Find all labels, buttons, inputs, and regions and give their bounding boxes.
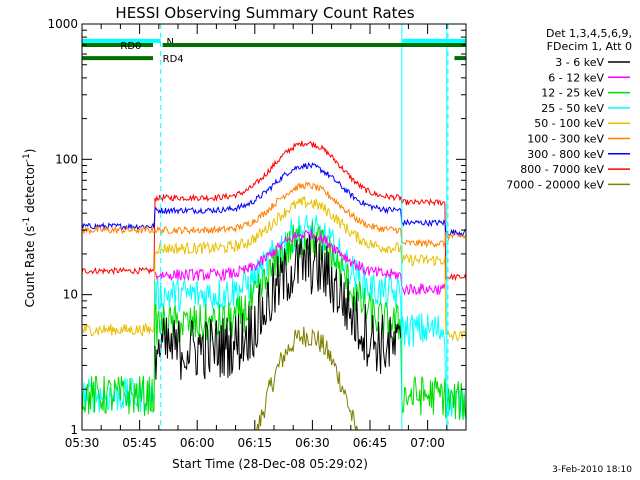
series-line-0 (154, 234, 402, 380)
series-line-5 (81, 181, 467, 248)
x-tick-label-6: 07:00 (410, 436, 445, 450)
y-tick-label-2: 100 (55, 152, 78, 166)
x-axis-label: Start Time (28-Dec-08 05:29:02) (172, 457, 368, 471)
footer-timestamp: 3-Feb-2010 18:10 (552, 465, 632, 475)
x-tick-label-2: 06:00 (180, 436, 215, 450)
legend-header-line-2: FDecim 1, Att 0 (547, 40, 632, 53)
x-tick-label-0: 05:30 (65, 436, 100, 450)
y-axis: 1 10 100 1000 (47, 17, 466, 437)
flag-label-RD4: RD4 (163, 54, 184, 65)
legend-label-4: 50 - 100 keV (534, 117, 604, 130)
legend-label-8: 7000 - 20000 keV (506, 178, 604, 191)
legend-label-2: 12 - 25 keV (541, 87, 604, 100)
x-tick-label-1: 05:45 (122, 436, 157, 450)
series-line-2 (81, 221, 467, 421)
y-axis-label: Count Rate (s-1 detector-1) (22, 149, 37, 308)
series-line-1 (154, 228, 446, 296)
chart-title: HESSI Observing Summary Count Rates (115, 4, 414, 22)
legend-header: Det 1,3,4,5,6,9, FDecim 1, Att 0 (546, 27, 632, 53)
y-tick-label-1: 10 (63, 288, 78, 302)
plot-area: N RD0 RD4 (81, 23, 467, 431)
legend-label-1: 6 - 12 keV (548, 71, 604, 84)
legend-label-6: 300 - 800 keV (527, 148, 604, 161)
series-line-6 (81, 161, 467, 237)
legend-label-5: 100 - 300 keV (527, 133, 604, 146)
x-axis: 05:30 05:45 06:00 06:15 06:30 06:45 07:00 (65, 24, 448, 450)
flag-label-RD0: RD0 (120, 41, 141, 52)
legend-label-3: 25 - 50 keV (541, 102, 604, 115)
x-tick-label-4: 06:30 (295, 436, 330, 450)
legend-header-line-1: Det 1,3,4,5,6,9, (546, 27, 632, 40)
x-tick-label-3: 06:15 (238, 436, 273, 450)
flag-label-N: N (166, 37, 173, 48)
y-tick-label-3: 1000 (47, 17, 78, 31)
legend-label-0: 3 - 6 keV (555, 56, 604, 69)
legend-label-7: 800 - 7000 keV (520, 163, 604, 176)
legend: 3 - 6 keV 6 - 12 keV 12 - 25 keV 25 - 50 ke… (506, 56, 630, 191)
y-tick-label-0: 1 (70, 423, 78, 437)
x-tick-label-5: 06:45 (353, 436, 388, 450)
